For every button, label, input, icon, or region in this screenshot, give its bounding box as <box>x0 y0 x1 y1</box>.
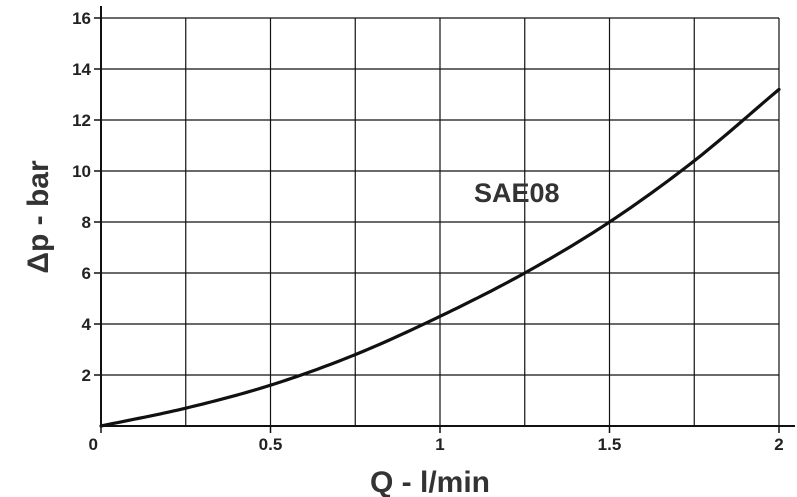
x-tick-label: 0.5 <box>259 435 283 454</box>
y-tick-label: 2 <box>82 366 91 385</box>
series <box>99 87 781 428</box>
axes <box>94 6 795 433</box>
x-tick-label: 1.5 <box>598 435 622 454</box>
series-line-sae08 <box>99 87 781 428</box>
y-axis-title: Δp - bar <box>22 160 55 274</box>
x-tick-label: 0 <box>89 435 98 454</box>
y-tick-label: 6 <box>82 264 91 283</box>
y-tick-label: 4 <box>82 315 92 334</box>
x-tick-labels: 0 0.5 1 1.5 2 <box>89 435 784 454</box>
y-tick-label: 16 <box>72 9 91 28</box>
y-tick-label: 12 <box>72 111 91 130</box>
y-tick-label: 10 <box>72 162 91 181</box>
series-label-sae08: SAE08 <box>474 178 560 208</box>
y-tick-label: 14 <box>72 60 91 79</box>
x-axis-title: Q - l/min <box>370 466 490 497</box>
grid <box>101 17 780 426</box>
y-tick-label: 8 <box>82 213 91 232</box>
x-tick-label: 1 <box>435 435 444 454</box>
y-tick-labels: 2 4 6 8 10 12 14 16 <box>72 9 91 385</box>
x-tick-label: 2 <box>774 435 783 454</box>
